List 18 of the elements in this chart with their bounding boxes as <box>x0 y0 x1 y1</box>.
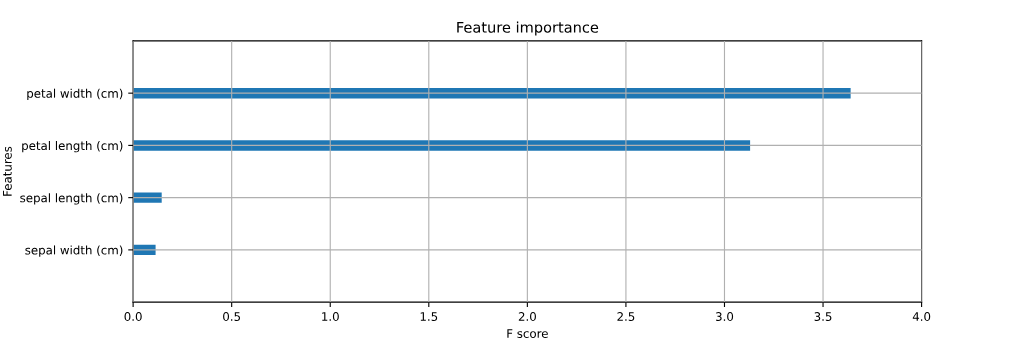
bar <box>133 140 751 151</box>
x-axis-title: F score <box>507 329 548 338</box>
x-tick-label: 2.5 <box>617 312 635 321</box>
y-tick-label: sepal width (cm) <box>25 245 123 257</box>
x-tick-label: 0.5 <box>223 312 241 321</box>
x-tick-label: 2.0 <box>518 312 536 321</box>
y-tick-label: petal width (cm) <box>27 88 123 101</box>
x-tick-label: 3.5 <box>814 312 832 321</box>
x-tick-label: 3.0 <box>715 312 734 321</box>
x-tick-label: 0.0 <box>124 312 142 321</box>
bar <box>133 192 162 203</box>
x-tick-label: 1.5 <box>420 312 438 321</box>
y-axis-title: Features <box>3 146 12 196</box>
y-tick-label: sepal length (cm) <box>20 193 123 205</box>
y-tick-label: petal length (cm) <box>22 140 123 153</box>
x-tick-label: 1.0 <box>322 312 339 321</box>
x-tick-label: 4.0 <box>912 312 931 321</box>
chart-title: Feature importance <box>457 21 599 36</box>
